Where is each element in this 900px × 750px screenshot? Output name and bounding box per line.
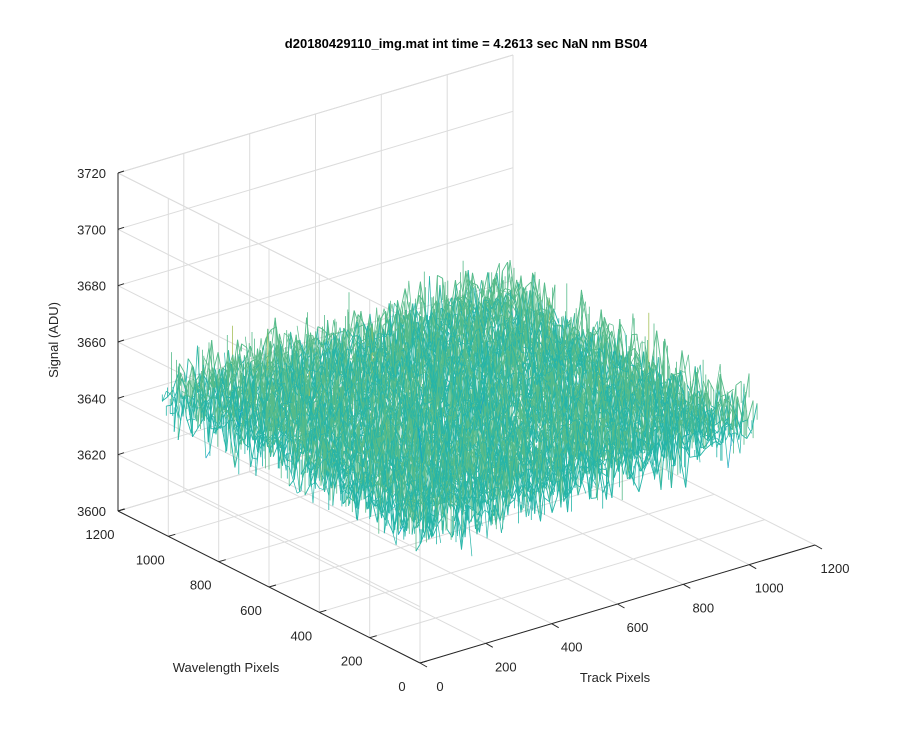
surface-segment	[238, 390, 245, 413]
surface-segment	[200, 393, 206, 399]
surface-segment	[226, 391, 233, 452]
grid-line-floor-y	[319, 493, 715, 613]
grid-line-floor-y	[369, 519, 765, 639]
surface-segment	[293, 341, 300, 350]
surface-mesh	[161, 260, 758, 557]
surface-segment	[229, 431, 236, 468]
surface-segment	[378, 346, 385, 380]
surface-segment	[233, 425, 240, 430]
surface-segment	[250, 359, 257, 363]
surface-segment	[466, 272, 473, 315]
surface-segment	[317, 352, 324, 363]
surface-segment	[397, 300, 404, 324]
grid-line-wall-z-left	[117, 454, 421, 608]
surface-segment	[312, 335, 319, 363]
surface-segment	[269, 317, 276, 360]
surface-segment	[172, 374, 179, 391]
surface-segment	[266, 361, 273, 370]
surface-segment	[241, 343, 248, 349]
surface-segment	[493, 263, 500, 280]
surface-segment	[458, 309, 464, 312]
surface-segment	[189, 379, 196, 407]
surface-segment	[491, 272, 498, 306]
surface-segment	[254, 362, 261, 383]
surface-segment	[170, 412, 176, 415]
grid-line-wall-z-right	[117, 110, 514, 230]
surface-segment	[442, 297, 449, 313]
surface-segment	[459, 302, 466, 327]
surface-segment	[449, 280, 456, 314]
surface-segment	[179, 363, 185, 374]
surface-segment	[511, 279, 518, 307]
surface-segment	[499, 288, 506, 297]
box-top-edge	[117, 54, 514, 174]
surface-segment	[347, 329, 354, 338]
surface-segment	[237, 339, 244, 372]
surface-segment	[212, 352, 219, 374]
surface-segment	[253, 371, 260, 404]
surface-segment	[209, 413, 216, 419]
surface-segment	[285, 452, 291, 456]
surface-segment	[502, 261, 508, 272]
surface-segment	[525, 281, 532, 288]
surface-segment	[234, 440, 241, 468]
surface-segment	[512, 314, 519, 325]
surface-segment	[401, 334, 408, 355]
surface-segment	[214, 391, 221, 419]
surface-segment	[288, 349, 295, 407]
surface-segment	[351, 322, 358, 354]
surface-segment	[494, 305, 501, 328]
surface-segment	[280, 365, 287, 372]
surface-segment	[351, 339, 358, 351]
surface-segment	[225, 411, 232, 419]
grid-line-wall-z-left	[117, 397, 421, 551]
surface-segment	[430, 300, 437, 311]
surface-segment	[380, 311, 386, 320]
surface-segment	[504, 288, 511, 291]
surface-segment	[472, 272, 479, 298]
surface-segment	[278, 333, 286, 356]
surface-segment	[251, 457, 258, 460]
surface-segment	[231, 406, 238, 416]
surface-segment	[360, 359, 366, 362]
grid-line-wall-z-right	[117, 223, 514, 343]
surface-segment	[188, 380, 195, 390]
surface-segment	[374, 318, 381, 362]
surface-segment	[180, 372, 187, 389]
surface-segment	[192, 428, 199, 438]
surface-segment	[312, 326, 319, 363]
box-top-edge	[117, 172, 421, 326]
surface-segment	[232, 354, 239, 396]
surface-segment	[418, 294, 425, 304]
surface-segment	[285, 333, 292, 378]
surface-segment	[229, 355, 236, 398]
surface-segment	[357, 366, 364, 371]
surface-segment	[460, 270, 467, 311]
surface-segment	[315, 336, 321, 345]
surface-segment	[231, 364, 238, 411]
surface-segment	[399, 288, 406, 315]
surface-segment	[223, 362, 230, 382]
surface-segment	[553, 308, 560, 324]
surface-segment	[359, 338, 366, 343]
surface-segment	[333, 350, 340, 374]
surface-segment	[249, 365, 256, 376]
surface-segment	[166, 404, 172, 407]
grid-line-wall-z-right	[117, 167, 514, 287]
surface-segment	[386, 365, 393, 380]
surface-segment	[511, 312, 518, 324]
surface-segment	[243, 443, 250, 448]
surface-segment	[437, 275, 443, 279]
surface-segment	[343, 334, 350, 375]
surface-segment	[207, 372, 214, 393]
surface-segment	[537, 312, 545, 328]
surface-segment	[250, 437, 257, 468]
